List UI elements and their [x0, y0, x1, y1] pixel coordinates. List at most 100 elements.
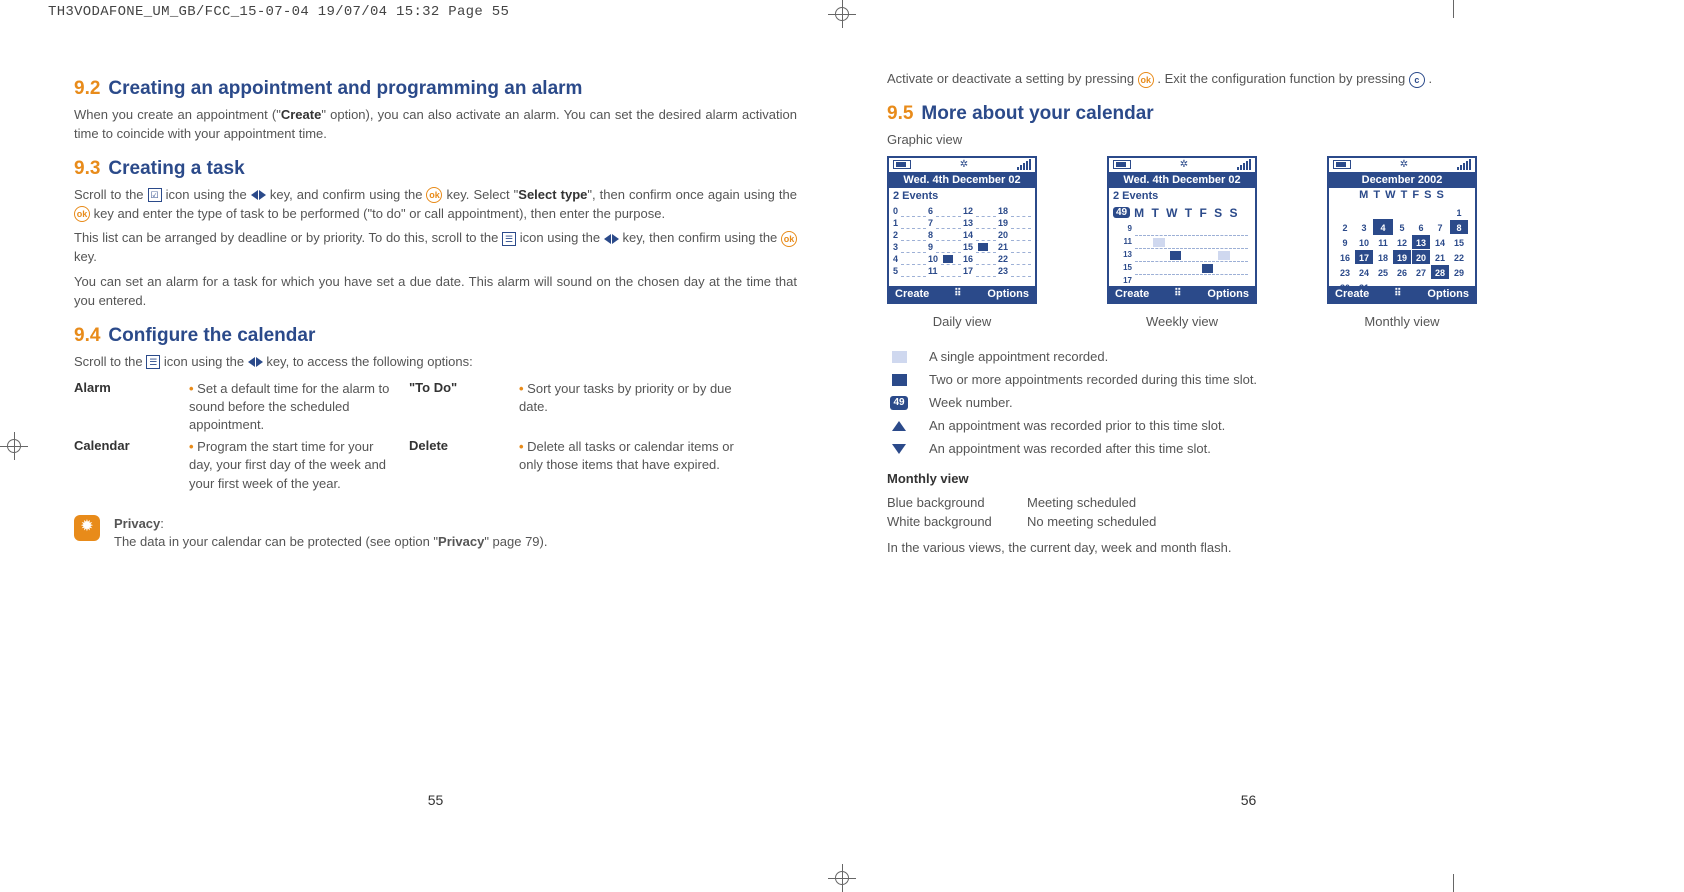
- monthly-view-subtitle: Monthly view: [887, 471, 969, 486]
- weekday-header: M T W T F S S: [1134, 206, 1239, 220]
- hour-label: 21: [998, 242, 1008, 253]
- month-day: 5: [1393, 220, 1411, 234]
- daily-label: Daily view: [933, 314, 992, 329]
- nav-key-icon: [248, 357, 263, 367]
- softkey-create[interactable]: Create: [1115, 288, 1149, 300]
- phone-weekly: ✲ Wed. 4th December 02 2 Events 49M T W …: [1107, 156, 1257, 304]
- time-slot: [976, 206, 996, 217]
- month-day: 6: [1412, 220, 1430, 234]
- month-day: [1374, 280, 1392, 286]
- week-cell: [1168, 237, 1183, 249]
- footer-note: In the various views, the current day, w…: [887, 539, 1610, 558]
- month-day: 18: [1374, 250, 1392, 264]
- softkey-options[interactable]: Options: [987, 288, 1029, 300]
- month-day: [1431, 280, 1449, 286]
- hour-label: 23: [998, 266, 1008, 277]
- month-day: 13: [1412, 235, 1430, 249]
- month-day: 22: [1450, 250, 1468, 264]
- week-cell: [1151, 250, 1166, 262]
- softkey-options[interactable]: Options: [1207, 288, 1249, 300]
- hour-label: 6: [928, 206, 933, 217]
- trim-mark-top: [1453, 0, 1454, 18]
- hour-label: 7: [928, 218, 933, 229]
- month-day: 17: [1355, 250, 1373, 264]
- time-slot: [1011, 254, 1031, 265]
- monthly-label: Monthly view: [1364, 314, 1439, 329]
- week-cell: [1184, 276, 1199, 286]
- month-day: 29: [1450, 265, 1468, 279]
- time-slot: [976, 242, 996, 253]
- hour-label: 17: [1116, 276, 1134, 286]
- nav-dots: ⠿: [1174, 288, 1182, 299]
- month-day: 1: [1450, 205, 1468, 219]
- week-number: 49: [1113, 207, 1130, 218]
- page-number-right: 56: [1241, 792, 1257, 808]
- week-cell: [1151, 263, 1166, 275]
- para-9-2: When you create an appointment ("Create"…: [74, 106, 797, 144]
- month-day: 30: [1336, 280, 1354, 286]
- time-slot: [936, 206, 961, 217]
- month-day: 31: [1355, 280, 1373, 286]
- heading-9-2: 9.2Creating an appointment and programmi…: [74, 78, 797, 100]
- heading-9-3: 9.3Creating a task: [74, 158, 797, 180]
- todo-desc: Sort your tasks by priority or by due da…: [519, 380, 749, 435]
- month-day: 27: [1412, 265, 1430, 279]
- hour-label: 0: [893, 206, 898, 217]
- ok-key-icon: ok: [74, 206, 90, 222]
- week-cell: [1135, 276, 1150, 286]
- week-cell: [1184, 263, 1199, 275]
- month-day: [1412, 280, 1430, 286]
- time-slot: [976, 254, 996, 265]
- delete-label: Delete: [409, 438, 509, 493]
- week-cell: [1151, 224, 1166, 236]
- week-cell: [1233, 250, 1248, 262]
- crop-mark-bottom: [828, 864, 856, 892]
- time-slot: [936, 242, 961, 253]
- time-slot: [901, 230, 926, 241]
- week-cell: [1151, 237, 1166, 249]
- month-day: 21: [1431, 250, 1449, 264]
- nav-key-icon: [604, 234, 619, 244]
- hour-label: 15: [963, 242, 973, 253]
- week-cell: [1135, 237, 1150, 249]
- calendar-label: Calendar: [74, 438, 179, 493]
- alarm-desc: Set a default time for the alarm to soun…: [189, 380, 399, 435]
- legend-multi: Two or more appointments recorded during…: [887, 371, 1610, 389]
- settings-icon: ☰: [502, 232, 516, 246]
- page-number-left: 55: [428, 792, 444, 808]
- softkey-create[interactable]: Create: [895, 288, 929, 300]
- week-cell: [1200, 237, 1215, 249]
- time-slot: [936, 230, 961, 241]
- hour-label: 4: [893, 254, 898, 265]
- time-slot: [1011, 206, 1031, 217]
- daily-sub: 2 Events: [889, 188, 1035, 204]
- month-day: 9: [1336, 235, 1354, 249]
- softkey-options[interactable]: Options: [1427, 288, 1469, 300]
- hour-label: 19: [998, 218, 1008, 229]
- week-cell: [1200, 263, 1215, 275]
- month-day: 25: [1374, 265, 1392, 279]
- heading-9-5: 9.5More about your calendar: [887, 103, 1610, 125]
- legend-single: A single appointment recorded.: [887, 348, 1610, 366]
- tip-icon: ✹: [74, 515, 100, 541]
- week-cell: [1184, 224, 1199, 236]
- week-cell: [1184, 237, 1199, 249]
- month-weekday-header: M T W T F S S: [1329, 188, 1475, 202]
- battery-icon: [1113, 160, 1131, 169]
- alarm-label: Alarm: [74, 380, 179, 435]
- legend-before: An appointment was recorded prior to thi…: [887, 417, 1610, 435]
- month-day: 26: [1393, 265, 1411, 279]
- week-cell: [1135, 250, 1150, 262]
- week-cell: [1216, 263, 1231, 275]
- settings-icon: ☰: [146, 355, 160, 369]
- time-slot: [1011, 242, 1031, 253]
- legend-wknum: 49Week number.: [887, 394, 1610, 412]
- ok-key-icon: ok: [426, 187, 442, 203]
- monthly-view-column: ✲ December 2002 M T W T F S S 1234567891…: [1327, 156, 1477, 329]
- month-day: 4: [1374, 220, 1392, 234]
- week-cell: [1168, 250, 1183, 262]
- para-9-3-3: You can set an alarm for a task for whic…: [74, 273, 797, 311]
- softkey-create[interactable]: Create: [1335, 288, 1369, 300]
- time-slot: [901, 266, 926, 277]
- week-cell: [1135, 263, 1150, 275]
